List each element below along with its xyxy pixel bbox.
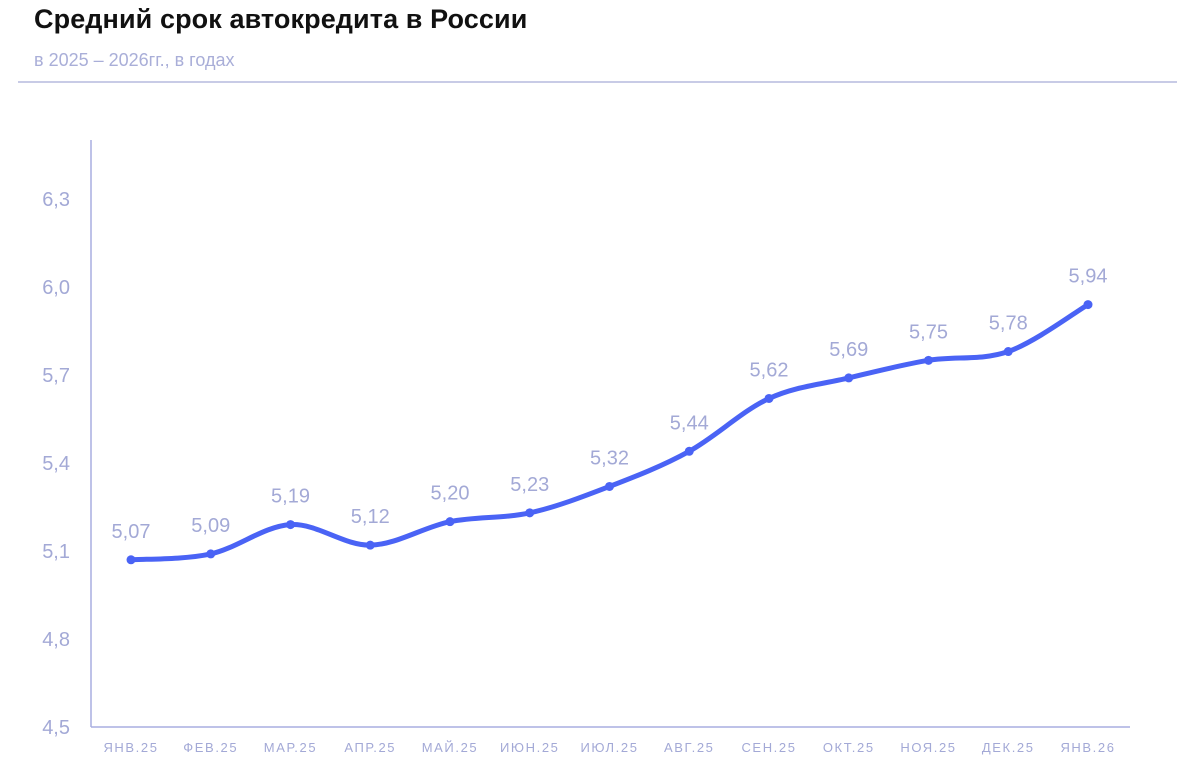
data-value-label: 5,07 [112, 521, 151, 543]
data-value-label: 5,44 [670, 412, 709, 434]
data-point [844, 373, 854, 383]
data-value-label: 5,32 [590, 447, 629, 469]
x-tick-label: СЕН.25 [741, 740, 796, 755]
data-value-label: 5,19 [271, 486, 310, 508]
x-tick-label: ИЮН.25 [500, 740, 560, 755]
data-point [126, 555, 136, 565]
data-point [924, 355, 933, 365]
y-axis: 4,5 4,8 5,1 5,4 5,7 6,0 6,3 [42, 140, 92, 739]
data-labels: 5,07 5,09 5,19 5,12 5,20 5,23 5,32 5,44 5,62 5,69… [112, 266, 1108, 543]
data-value-label: 5,09 [191, 515, 230, 537]
data-value-label: 5,94 [1069, 266, 1108, 288]
y-tick-label: 5,1 [42, 541, 70, 563]
x-axis: ЯНВ.25 ФЕВ.25 МАР.25 АПР.25 МАЙ.25 ИЮН.25 ИЮЛ.… [91, 726, 1130, 755]
x-tick-label: ЯНВ.25 [103, 740, 158, 755]
chart-subtitle: в 2025 – 2026гг., в годах [34, 50, 235, 70]
x-tick-label: НОЯ.25 [900, 740, 956, 755]
x-tick-label: ЯНВ.26 [1060, 740, 1115, 755]
data-point [286, 520, 295, 530]
y-tick-label: 6,3 [42, 189, 70, 211]
data-point [1003, 347, 1013, 357]
y-tick-label: 5,7 [42, 365, 70, 387]
data-value-label: 5,75 [909, 321, 948, 343]
y-tick-label: 5,4 [42, 453, 70, 475]
data-point [525, 508, 535, 518]
data-points [126, 300, 1093, 565]
data-value-label: 5,23 [510, 474, 549, 496]
data-point [206, 549, 216, 559]
chart-title: Средний срок автокредита в России [34, 4, 528, 34]
x-tick-label: ОКТ.25 [823, 740, 875, 755]
data-value-label: 5,20 [431, 483, 470, 505]
data-value-label: 5,62 [750, 359, 789, 381]
data-point [1083, 300, 1093, 310]
y-tick-label: 6,0 [42, 277, 70, 299]
x-tick-label: ДЕК.25 [982, 740, 1035, 755]
x-tick-label: АВГ.25 [664, 740, 714, 755]
data-point [764, 393, 774, 403]
header-divider [18, 81, 1177, 83]
y-tick-label: 4,8 [42, 629, 70, 651]
x-tick-label: ФЕВ.25 [183, 740, 238, 755]
data-value-label: 5,69 [829, 339, 868, 361]
x-tick-label: МАР.25 [264, 740, 317, 755]
data-value-label: 5,78 [989, 313, 1028, 335]
data-point [445, 517, 455, 527]
x-tick-label: ИЮЛ.25 [580, 740, 638, 755]
data-value-label: 5,12 [351, 506, 390, 528]
data-point [365, 540, 375, 550]
y-tick-label: 4,5 [42, 717, 70, 739]
data-point [605, 481, 614, 491]
data-point [684, 446, 694, 456]
x-tick-label: АПР.25 [344, 740, 396, 755]
x-tick-label: МАЙ.25 [422, 740, 479, 755]
